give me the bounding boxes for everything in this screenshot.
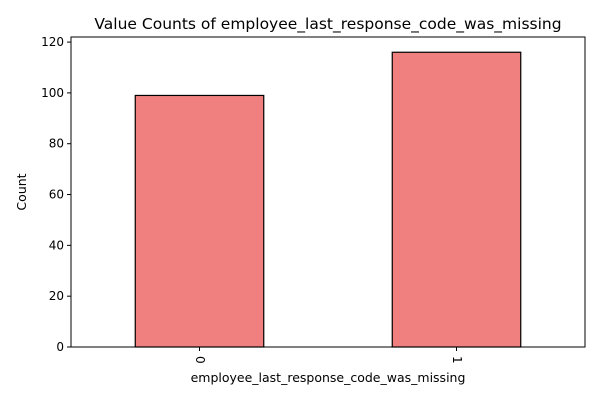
y-tick-label: 120 [41,35,64,49]
bar-1 [391,51,522,348]
x-tick-label: 0 [193,356,207,364]
x-axis-label: employee_last_response_code_was_missing [191,370,466,385]
y-axis: 0 20 40 60 80 100 120 [41,35,71,354]
y-tick-label: 20 [49,289,64,303]
y-tick-label: 80 [49,137,64,151]
y-tick-label: 60 [49,188,64,202]
plot-area [134,51,522,348]
y-tick-label: 0 [56,340,64,354]
axes-frame [70,36,586,348]
x-tick-label: 1 [450,356,464,364]
y-axis-label: Count [14,173,29,210]
bar-0 [134,94,265,348]
y-tick-label: 100 [41,86,64,100]
chart-title: Value Counts of employee_last_response_c… [94,15,561,34]
y-tick-label: 40 [49,238,64,252]
